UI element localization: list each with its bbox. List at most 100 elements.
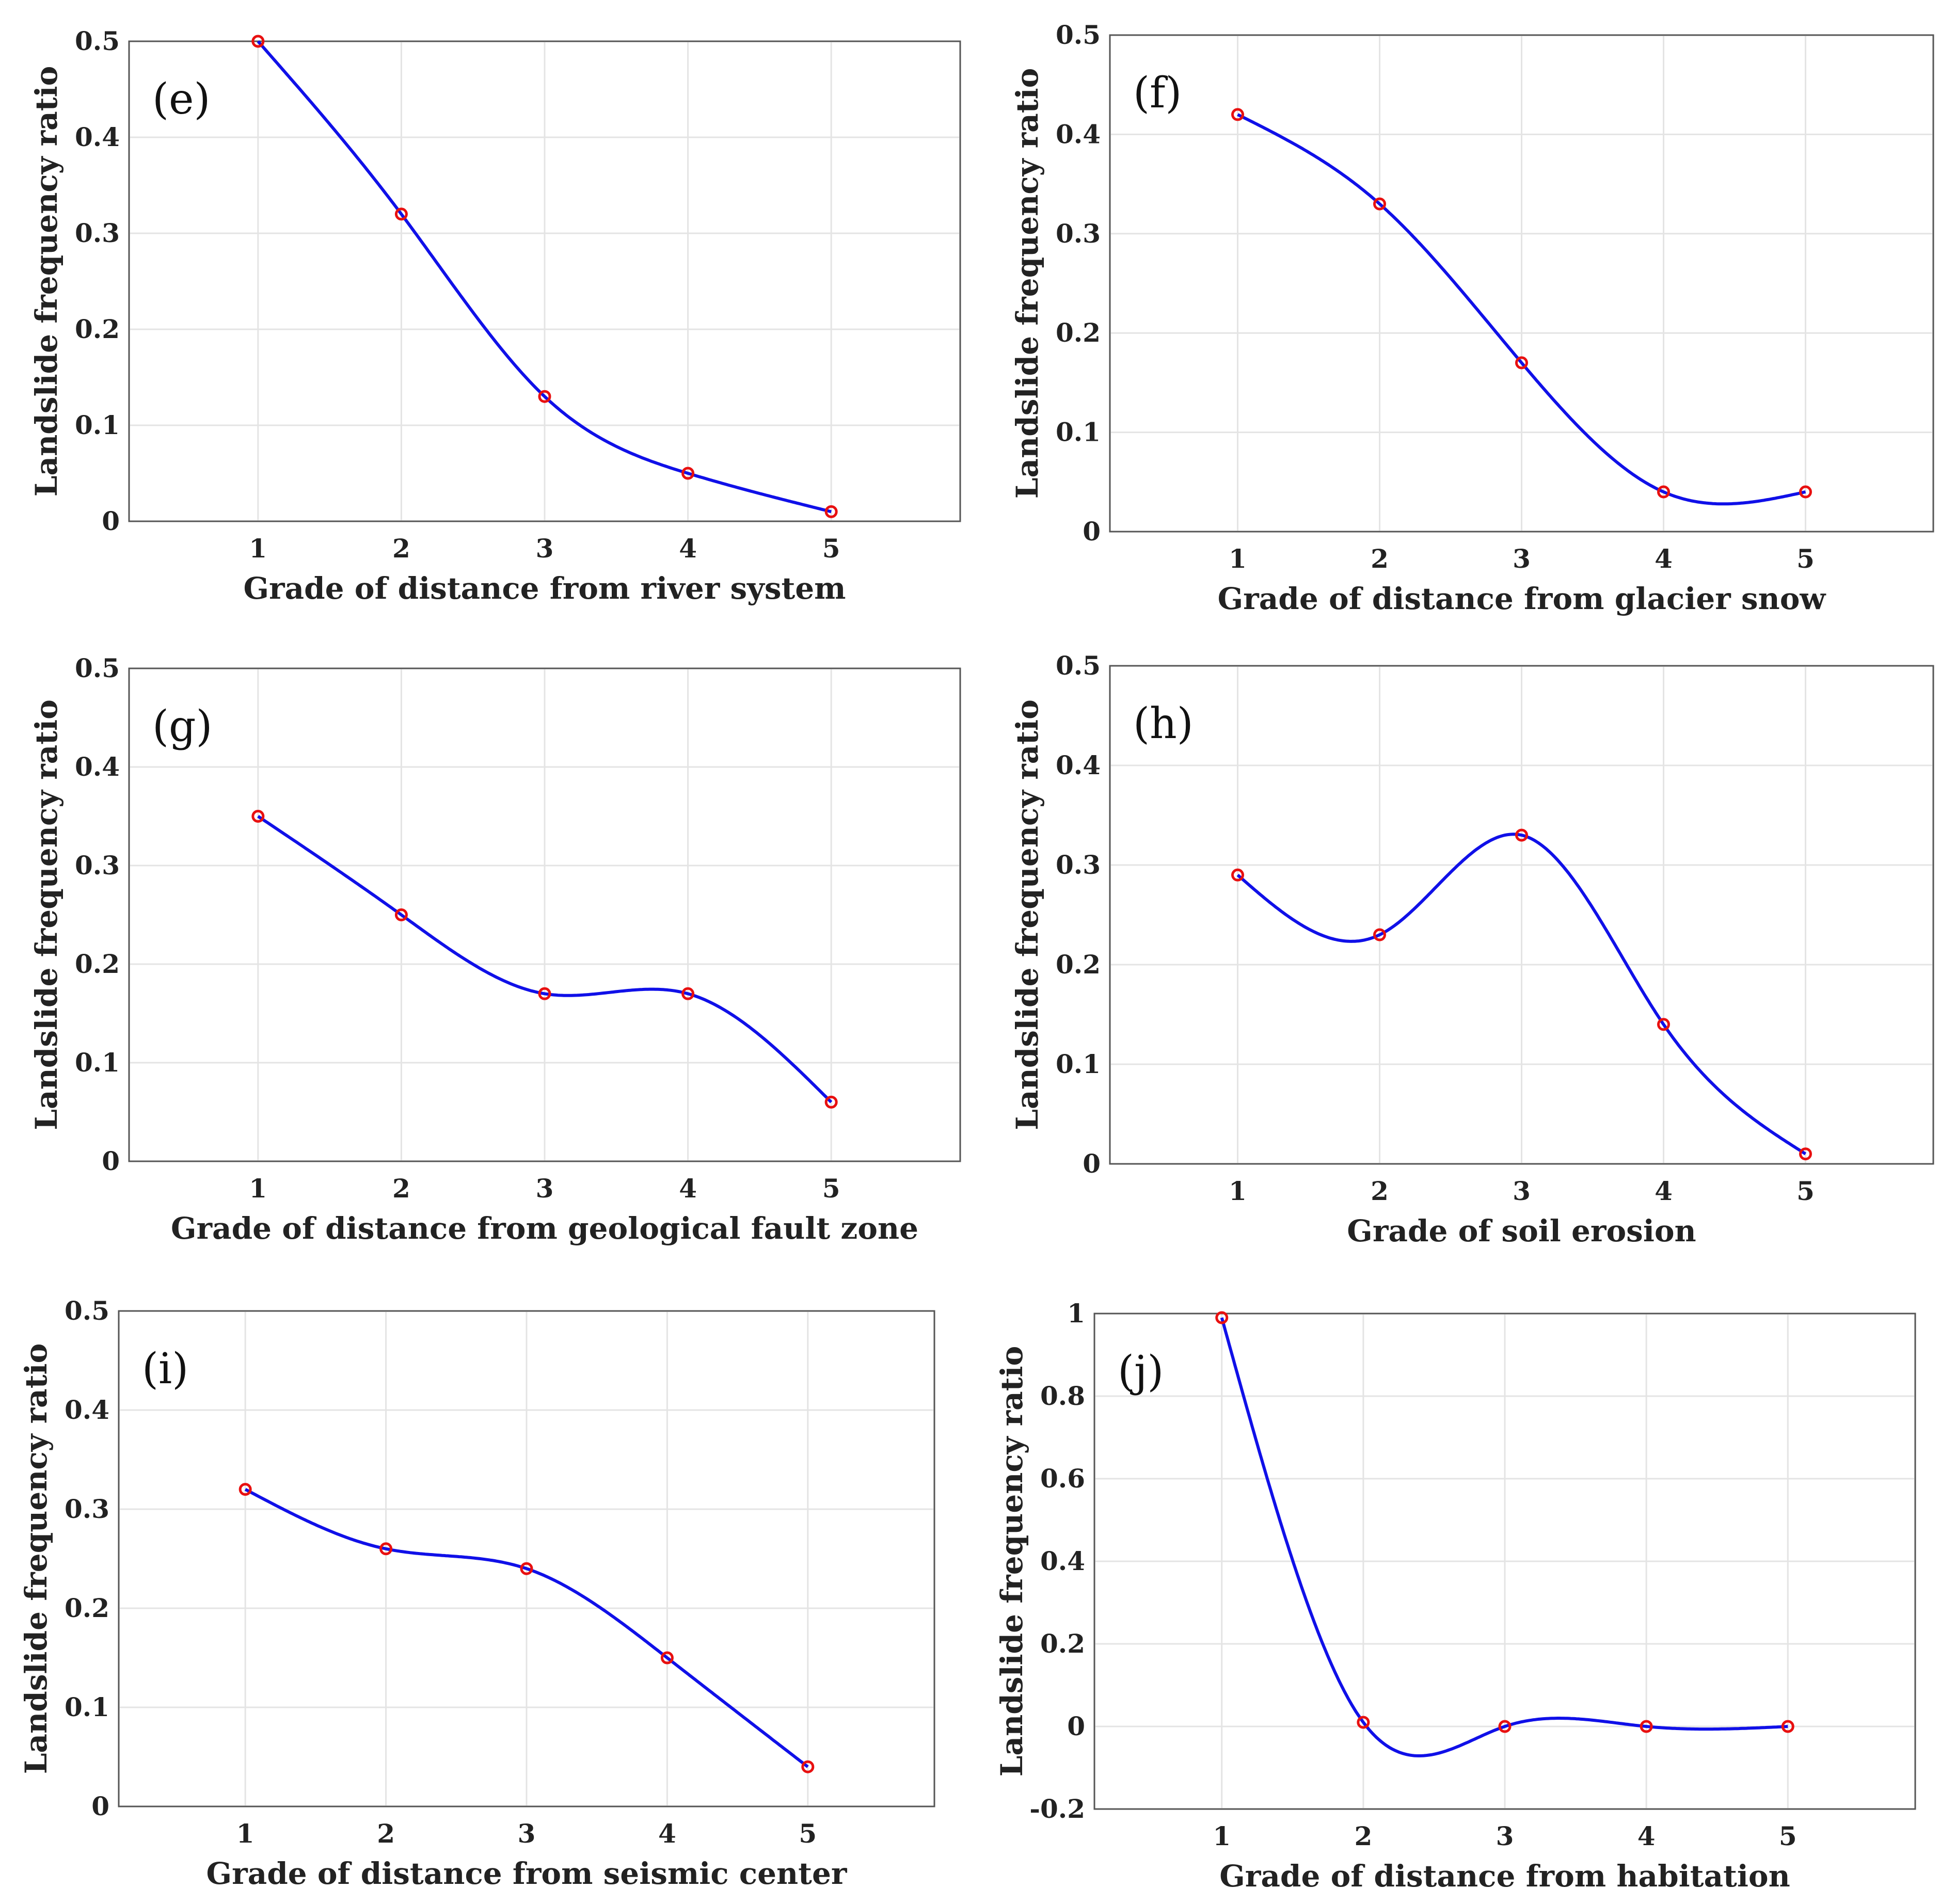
y-tick-label: 0.8 [1040, 1381, 1085, 1411]
x-tick-label: 5 [1796, 543, 1815, 574]
y-tick-label: 0 [1083, 1148, 1101, 1179]
y-tick-label: 0.4 [1056, 119, 1101, 149]
data-point [394, 207, 408, 221]
panel-label: (g) [152, 702, 212, 751]
y-axis-label: Landslide frequency ratio [1010, 699, 1045, 1130]
x-tick-label: 5 [1779, 1821, 1797, 1851]
data-point [824, 1095, 838, 1109]
y-tick-label: 0.1 [1056, 417, 1101, 447]
chart-panel-g: 1 2 3 4 5 0 0.1 0.2 0.3 0.4 0.5 (g) Grade of distanc… [29, 653, 961, 1246]
y-axis-label: Landslide frequency ratio [1010, 68, 1045, 499]
y-tick-label: 0.5 [75, 26, 120, 56]
plot-border [128, 667, 961, 1162]
data-point [379, 1542, 393, 1556]
data-point [1515, 828, 1528, 842]
x-tick-label: 5 [799, 1818, 817, 1849]
data-point [1657, 1018, 1670, 1031]
x-axis-label: Grade of distance from river system [243, 571, 846, 606]
y-tick-label: 0.5 [65, 1295, 109, 1326]
x-tick-label: 3 [536, 1173, 554, 1204]
data-point [1357, 1716, 1370, 1729]
data-point [1640, 1720, 1653, 1733]
x-tick-label: 4 [1637, 1821, 1656, 1851]
data-point [1373, 928, 1386, 941]
y-tick-label: 0.1 [1056, 1049, 1101, 1079]
x-tick-label: 2 [377, 1818, 395, 1849]
x-tick-label: 3 [518, 1818, 536, 1849]
y-tick-label: 0.5 [1056, 650, 1101, 681]
x-tick-label: 2 [392, 1173, 410, 1204]
data-point [520, 1562, 533, 1575]
x-tick-label: 2 [392, 533, 410, 564]
x-tick-label: 4 [658, 1818, 676, 1849]
y-tick-label: 1 [1067, 1298, 1085, 1329]
plot-border [1109, 34, 1934, 533]
y-tick-label: 0.4 [75, 751, 120, 782]
data-point [681, 987, 695, 1000]
series-line [1236, 833, 1807, 1156]
x-tick-label: 4 [1655, 1176, 1673, 1206]
y-tick-label: 0.2 [75, 314, 120, 344]
y-tick-label: 0.6 [1040, 1463, 1085, 1494]
x-tick-label: 1 [236, 1818, 255, 1849]
data-point [1657, 485, 1670, 499]
x-tick-label: 3 [1513, 543, 1531, 574]
y-tick-label: 0 [1083, 516, 1101, 547]
y-tick-label: 0 [1067, 1711, 1085, 1741]
x-axis-label: Grade of distance from glacier snow [1218, 581, 1827, 616]
x-tick-label: 5 [1796, 1176, 1815, 1206]
x-tick-label: 4 [1655, 543, 1673, 574]
data-point [660, 1651, 674, 1665]
data-point [1799, 485, 1812, 499]
y-tick-label: 0.4 [1056, 750, 1101, 780]
data-point [1799, 1147, 1812, 1161]
y-tick-label: 0.2 [1040, 1628, 1085, 1659]
y-tick-label: 0.5 [1056, 20, 1101, 50]
series-line [244, 1487, 809, 1768]
data-point [681, 467, 695, 480]
x-tick-label: 1 [249, 533, 267, 564]
plot-border [1093, 1313, 1916, 1810]
panel-label: (j) [1118, 1347, 1164, 1396]
y-tick-label: 0 [102, 506, 120, 536]
data-point [251, 35, 265, 48]
x-tick-label: 2 [1371, 1176, 1389, 1206]
data-point [538, 987, 551, 1000]
x-tick-label: 1 [1229, 543, 1247, 574]
y-axis-label: Landslide frequency ratio [19, 1343, 54, 1774]
y-tick-label: 0.2 [65, 1593, 109, 1623]
x-tick-label: 1 [249, 1173, 267, 1204]
panel-label: (e) [152, 75, 211, 124]
data-point [538, 390, 551, 403]
plot-border [1109, 665, 1934, 1165]
y-tick-label: 0.2 [1056, 317, 1101, 348]
y-tick-label: 0.1 [65, 1692, 109, 1722]
chart-panel-i: 1 2 3 4 5 0 0.1 0.2 0.3 0.4 0.5 (i) Grade of distanc… [19, 1295, 935, 1891]
x-tick-label: 3 [1513, 1176, 1531, 1206]
data-point [251, 810, 265, 823]
data-point [1515, 356, 1528, 370]
y-tick-label: -0.2 [1029, 1794, 1085, 1824]
x-tick-label: 2 [1371, 543, 1389, 574]
chart-panel-f: 1 2 3 4 5 0 0.1 0.2 0.3 0.4 0.5 (f) Grade of distanc… [1010, 20, 1934, 616]
x-tick-label: 3 [1496, 1821, 1514, 1851]
plot-border [118, 1310, 935, 1807]
y-axis-label: Landslide frequency ratio [29, 699, 64, 1130]
data-point [1231, 868, 1244, 882]
series-line [257, 40, 832, 514]
series-line [1220, 1317, 1788, 1757]
x-axis-label: Grade of distance from habitation [1219, 1859, 1790, 1894]
y-tick-label: 0.3 [1056, 218, 1101, 249]
x-axis-label: Grade of soil erosion [1347, 1213, 1696, 1249]
plot-border [128, 40, 961, 522]
data-point [1781, 1720, 1794, 1733]
chart-panel-h: 1 2 3 4 5 0 0.1 0.2 0.3 0.4 0.5 (h) Grade of soil er… [1010, 650, 1934, 1249]
x-tick-label: 1 [1229, 1176, 1247, 1206]
y-tick-label: 0.4 [65, 1395, 109, 1425]
y-tick-label: 0.3 [65, 1494, 109, 1524]
x-axis-label: Grade of distance from geological fault … [171, 1211, 918, 1246]
y-tick-label: 0.4 [75, 122, 120, 152]
data-point [1373, 197, 1386, 211]
x-tick-label: 3 [536, 533, 554, 564]
series-line [1237, 113, 1806, 506]
